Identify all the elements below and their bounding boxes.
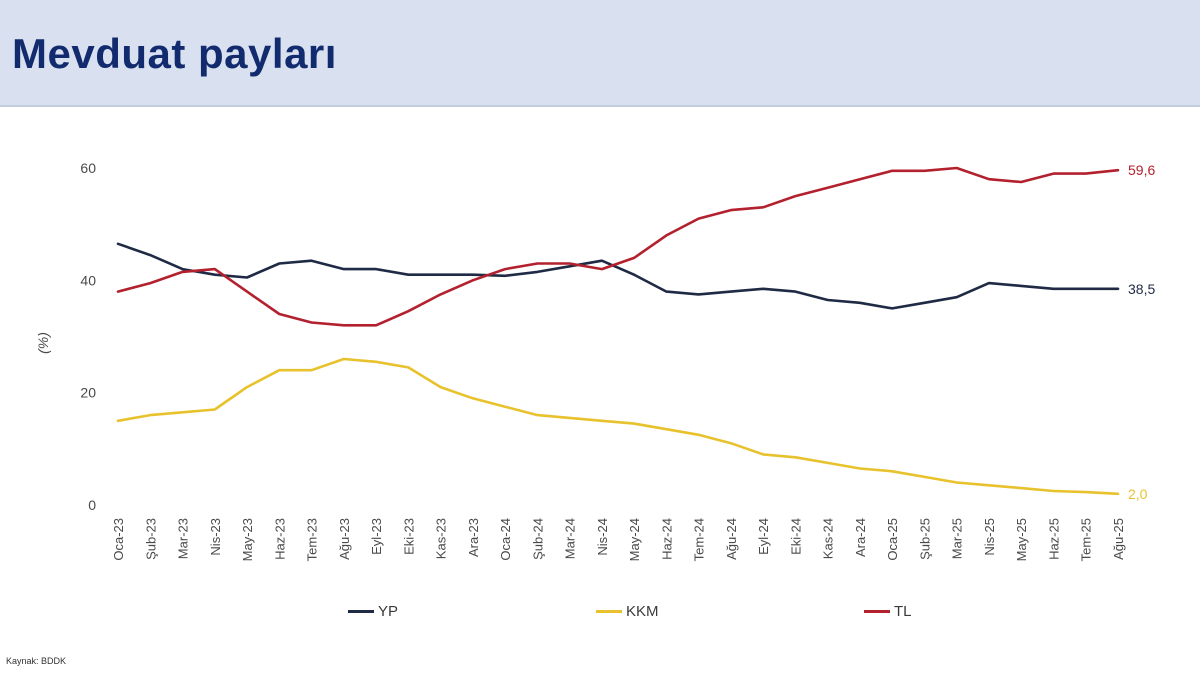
y-tick-label-60: 60 <box>80 160 96 176</box>
x-tick-label-7: Ağu-23 <box>337 518 352 560</box>
x-tick-label-25: Şub-25 <box>917 518 932 560</box>
x-tick-label-23: Ara-24 <box>853 518 868 557</box>
legend-swatch-tl <box>864 609 890 613</box>
x-tick-label-15: Nis-24 <box>595 518 610 556</box>
x-tick-label-0: Oca-23 <box>111 518 126 561</box>
x-tick-label-29: Haz-25 <box>1046 518 1061 560</box>
x-tick-label-14: Mar-24 <box>563 518 578 559</box>
end-label-yp: 38,5 <box>1128 281 1155 297</box>
x-tick-label-24: Oca-25 <box>885 518 900 561</box>
x-tick-label-13: Şub-24 <box>530 518 545 560</box>
x-tick-label-18: Tem-24 <box>692 518 707 561</box>
x-tick-label-27: Nis-25 <box>982 518 997 556</box>
source-note: Kaynak: BDDK <box>6 656 67 666</box>
page-title: Mevduat payları <box>12 30 337 77</box>
x-tick-label-28: May-25 <box>1014 518 1029 561</box>
x-tick-label-20: Eyl-24 <box>756 518 771 555</box>
legend-label-yp: YP <box>378 602 399 620</box>
y-tick-label-40: 40 <box>80 272 96 288</box>
x-tick-label-19: Ağu-24 <box>724 518 739 560</box>
legend-swatch-yp <box>348 609 374 613</box>
x-tick-label-30: Tem-25 <box>1079 518 1094 561</box>
title-bar: Mevduat payları <box>0 0 1200 107</box>
x-tick-label-2: Mar-23 <box>176 518 191 559</box>
x-tick-label-1: Şub-23 <box>143 518 158 560</box>
end-label-tl: 59,6 <box>1128 162 1155 178</box>
x-tick-label-4: May-23 <box>240 518 255 561</box>
x-tick-label-31: Ağu-25 <box>1111 518 1126 560</box>
x-tick-label-22: Kas-24 <box>821 518 836 559</box>
legend-item-tl: TL <box>864 601 912 621</box>
x-tick-label-10: Kas-23 <box>434 518 449 559</box>
x-tick-label-6: Tem-23 <box>305 518 320 561</box>
x-tick-label-8: Eyl-23 <box>369 518 384 555</box>
legend-item-yp: YP <box>348 601 398 621</box>
x-tick-label-17: Haz-24 <box>659 518 674 560</box>
legend-swatch-kkm <box>596 609 622 613</box>
x-tick-label-11: Ara-23 <box>466 518 481 557</box>
x-tick-label-26: Mar-25 <box>950 518 965 559</box>
series-line-kkm <box>116 357 1120 496</box>
series-line-tl <box>116 166 1120 327</box>
x-tick-label-3: Nis-23 <box>208 518 223 556</box>
x-tick-label-16: May-24 <box>627 518 642 561</box>
y-axis-label: (%) <box>35 332 51 354</box>
y-tick-label-20: 20 <box>80 385 96 401</box>
x-tick-label-21: Eki-24 <box>788 518 803 555</box>
y-tick-label-0: 0 <box>88 497 96 513</box>
end-label-kkm: 2,0 <box>1128 486 1148 502</box>
x-tick-label-9: Eki-23 <box>401 518 416 555</box>
legend-label-tl: TL <box>894 602 912 620</box>
series-line-yp <box>116 242 1120 310</box>
legend-label-kkm: KKM <box>626 602 659 620</box>
legend-item-kkm: KKM <box>596 601 659 621</box>
x-tick-label-5: Haz-23 <box>272 518 287 560</box>
x-tick-label-12: Oca-24 <box>498 518 513 561</box>
